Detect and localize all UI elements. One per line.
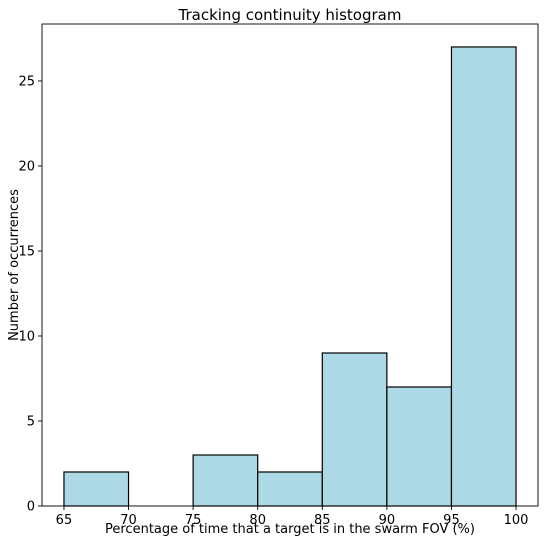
x-tick-label: 80 <box>249 513 266 528</box>
x-tick-label: 65 <box>56 513 73 528</box>
y-axis-ticks: 0 5 10 15 20 25 <box>18 74 42 515</box>
bars-group <box>63 46 517 507</box>
x-tick-label: 90 <box>379 513 396 528</box>
y-tick-label: 20 <box>18 159 35 174</box>
x-tick-label: 85 <box>314 513 331 528</box>
x-tick-label: 75 <box>185 513 202 528</box>
x-axis-ticks: 65 70 75 80 85 90 95 100 <box>56 506 529 528</box>
histogram-bar-65-70 <box>63 471 130 507</box>
y-tick-label: 0 <box>27 500 35 515</box>
y-tick-label: 15 <box>18 244 35 259</box>
plot-frame <box>41 23 539 507</box>
histogram-bar-80-85 <box>257 471 323 507</box>
chart-title: Tracking continuity histogram <box>178 6 402 24</box>
y-axis-label: Number of occurrences <box>7 189 22 341</box>
x-tick-label: 100 <box>504 513 529 528</box>
histogram-bar-75-80 <box>192 454 259 507</box>
y-tick-label: 5 <box>27 414 35 429</box>
x-tick-label: 70 <box>120 513 137 528</box>
histogram-bar-95-100 <box>450 46 517 507</box>
y-tick-label: 25 <box>18 74 35 89</box>
histogram-bar-90-95 <box>386 386 453 507</box>
histogram-bar-85-90 <box>321 352 388 507</box>
x-tick-label: 95 <box>443 513 460 528</box>
y-tick-label: 10 <box>18 329 35 344</box>
x-axis-label: Percentage of time that a target is in t… <box>105 522 475 537</box>
